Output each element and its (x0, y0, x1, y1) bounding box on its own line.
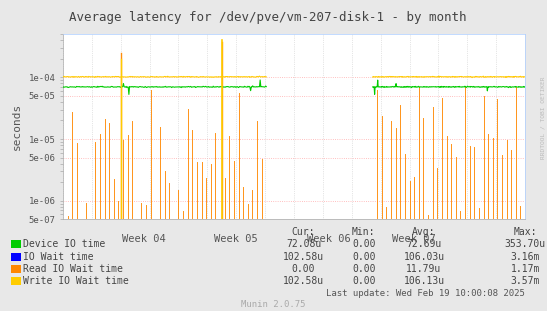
Text: 1.17m: 1.17m (510, 264, 540, 274)
Text: seconds: seconds (11, 103, 22, 150)
Text: Week 04: Week 04 (122, 234, 166, 244)
Text: 102.58u: 102.58u (283, 252, 324, 262)
Text: 0.00: 0.00 (352, 239, 375, 249)
Text: Min:: Min: (352, 227, 375, 237)
Text: 106.13u: 106.13u (403, 276, 445, 286)
Text: IO Wait time: IO Wait time (23, 252, 94, 262)
Text: Write IO Wait time: Write IO Wait time (23, 276, 129, 286)
Text: 106.03u: 106.03u (403, 252, 445, 262)
Text: 353.70u: 353.70u (504, 239, 546, 249)
Text: Munin 2.0.75: Munin 2.0.75 (241, 299, 306, 309)
Text: 102.58u: 102.58u (283, 276, 324, 286)
Text: Read IO Wait time: Read IO Wait time (23, 264, 123, 274)
Text: 11.79u: 11.79u (406, 264, 441, 274)
Text: Max:: Max: (514, 227, 537, 237)
Text: 0.00: 0.00 (352, 276, 375, 286)
Text: Week 05: Week 05 (214, 234, 258, 244)
Text: Last update: Wed Feb 19 10:00:08 2025: Last update: Wed Feb 19 10:00:08 2025 (326, 290, 525, 298)
Text: Week 07: Week 07 (392, 234, 436, 244)
Text: Average latency for /dev/pve/vm-207-disk-1 - by month: Average latency for /dev/pve/vm-207-disk… (69, 11, 467, 24)
Text: 0.00: 0.00 (292, 264, 315, 274)
Text: 72.08u: 72.08u (286, 239, 321, 249)
Text: 3.57m: 3.57m (510, 276, 540, 286)
Text: 3.16m: 3.16m (510, 252, 540, 262)
Text: Cur:: Cur: (292, 227, 315, 237)
Text: 0.00: 0.00 (352, 264, 375, 274)
Text: Week 06: Week 06 (307, 234, 351, 244)
Text: 0.00: 0.00 (352, 252, 375, 262)
Text: 72.69u: 72.69u (406, 239, 441, 249)
Text: Device IO time: Device IO time (23, 239, 105, 249)
Text: Avg:: Avg: (412, 227, 435, 237)
Text: RRDTOOL / TOBI OETIKER: RRDTOOL / TOBI OETIKER (541, 77, 546, 160)
